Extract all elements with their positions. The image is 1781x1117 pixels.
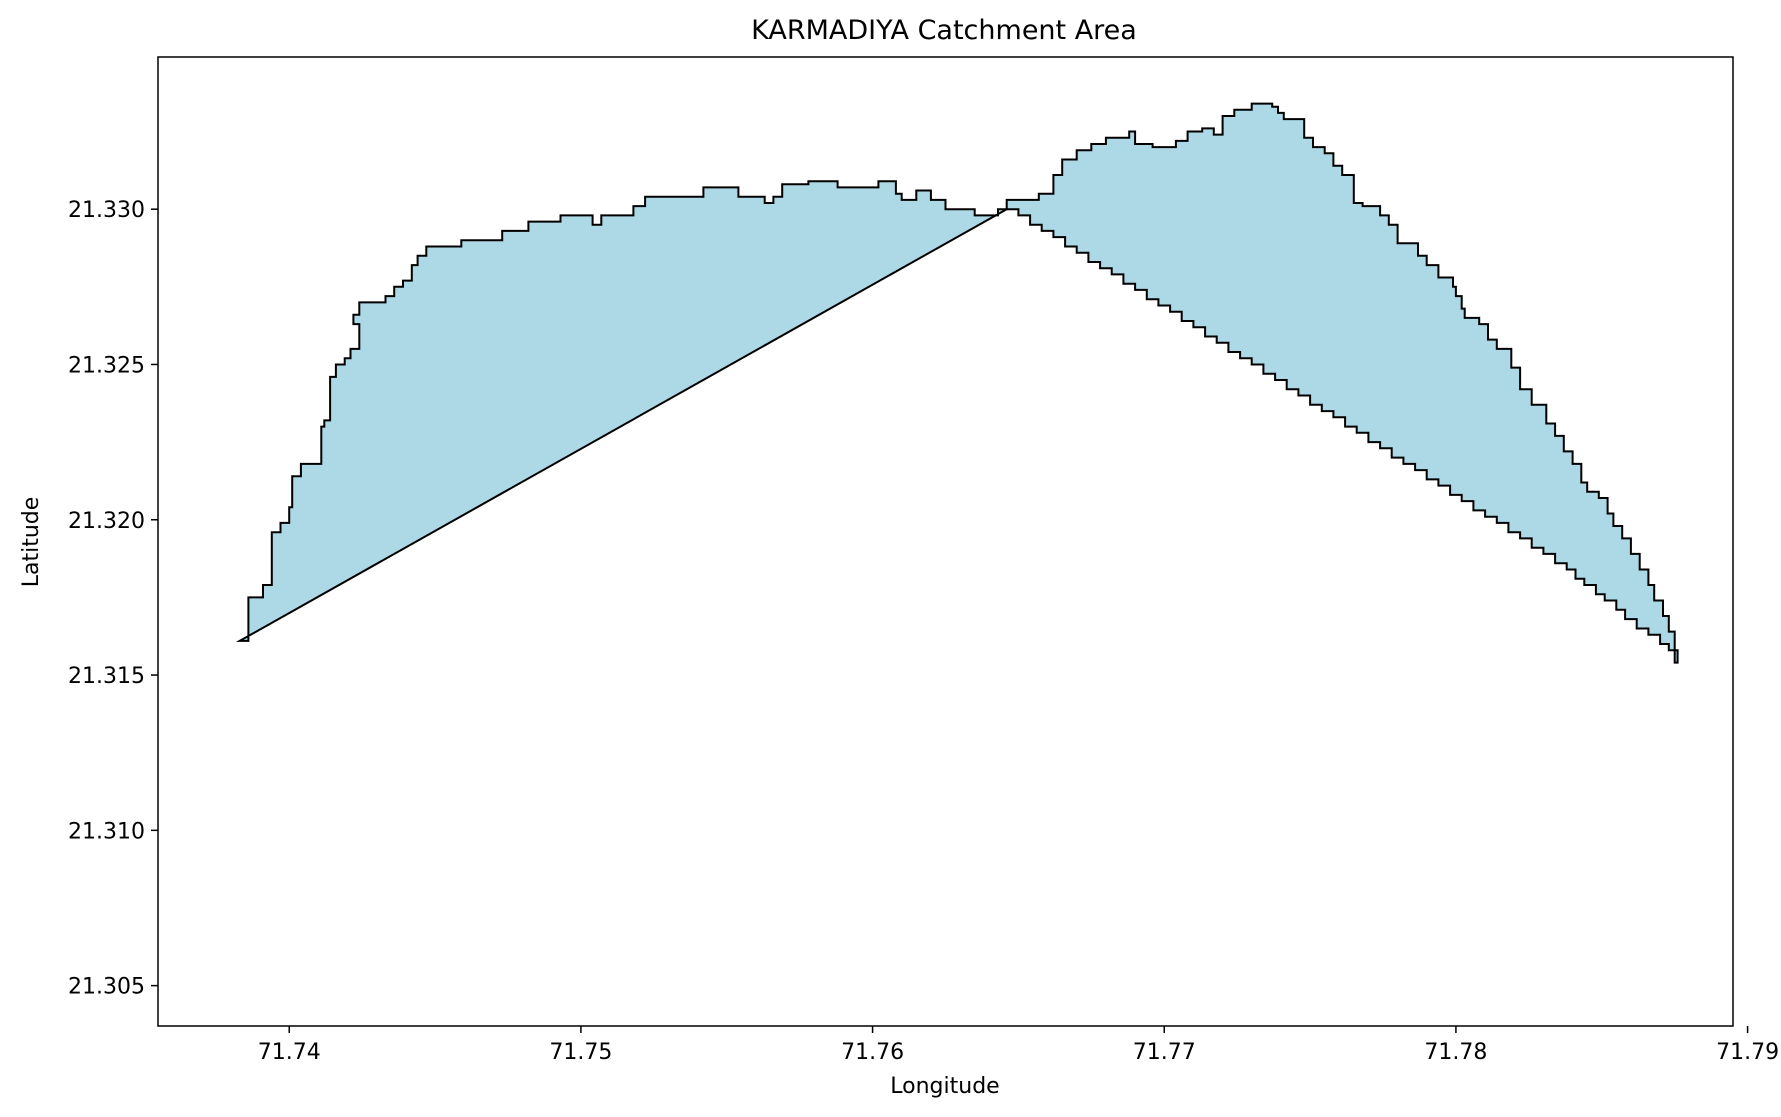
y-tick-label: 21.310 (68, 819, 145, 844)
y-tick-label: 21.315 (68, 664, 145, 689)
x-axis-label: Longitude (890, 1074, 999, 1099)
y-tick-label: 21.305 (68, 975, 145, 1000)
y-axis-ticks: 21.305 21.310 21.315 21.320 21.325 21.330 (68, 198, 158, 1000)
x-tick-label: 71.78 (1424, 1040, 1487, 1065)
y-tick-label: 21.325 (68, 353, 145, 378)
y-tick-label: 21.320 (68, 509, 145, 534)
catchment-polygon (235, 102, 1679, 664)
x-tick-label: 71.75 (549, 1040, 612, 1065)
plot-area (235, 102, 1679, 664)
x-tick-label: 71.76 (841, 1040, 904, 1065)
axes-frame (157, 56, 1734, 1027)
x-axis-ticks: 71.74 71.75 71.76 71.77 71.78 71.79 (258, 1026, 1779, 1065)
y-tick-label: 21.330 (68, 198, 145, 223)
x-tick-label: 71.79 (1716, 1040, 1779, 1065)
x-tick-label: 71.74 (258, 1040, 321, 1065)
x-tick-label: 71.77 (1133, 1040, 1196, 1065)
chart-title: KARMADIYA Catchment Area (751, 15, 1137, 46)
y-axis-label: Latitude (19, 497, 44, 588)
